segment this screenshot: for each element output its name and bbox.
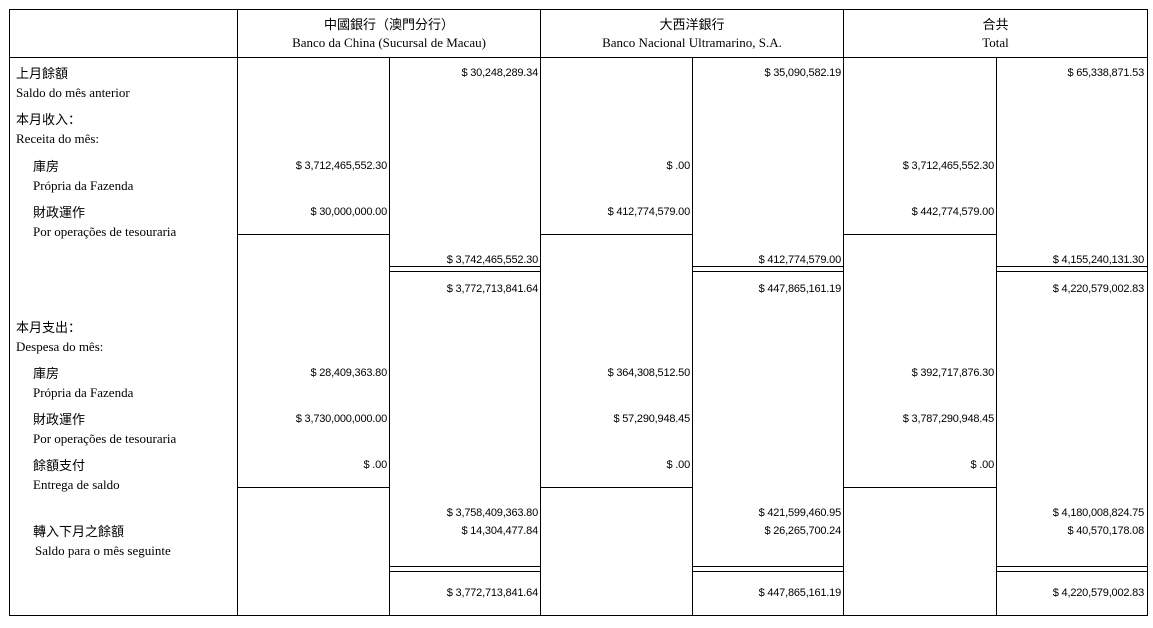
row-label-pt: Por operações de tesouraria [33, 224, 177, 239]
amount-cell: $ 3,758,409,363.80 [446, 507, 538, 519]
amount-cell: $ .00 [363, 459, 388, 471]
amount-cell: $ 4,155,240,131.30 [1052, 254, 1144, 266]
amount-cell: $ 412,774,579.00 [607, 206, 691, 218]
header-total: 合共 Total [844, 16, 1147, 52]
row-label-zh: 餘額支付 [33, 458, 86, 473]
horizontal-rule [389, 266, 540, 267]
amount-cell: $ 57,290,948.45 [613, 413, 690, 425]
amount-cell: $ 3,787,290,948.45 [902, 413, 994, 425]
header-bnu: 大西洋銀行 Banco Nacional Ultramarino, S.A. [541, 16, 843, 52]
amount-cell: $ .00 [666, 459, 691, 471]
vertical-rule [237, 9, 238, 615]
row-label-zh: 上月餘額 [16, 66, 69, 81]
horizontal-rule [9, 57, 1147, 58]
horizontal-rule [389, 571, 540, 572]
row-label: 庫房 Própria da Fazenda [33, 364, 133, 402]
row-label-pt: Receita do mês: [16, 131, 100, 146]
row-label-zh: 本月收入： [16, 112, 82, 127]
horizontal-rule [692, 566, 843, 567]
vertical-rule [540, 9, 541, 615]
amount-cell: $ 3,730,000,000.00 [295, 413, 387, 425]
vertical-rule [843, 9, 844, 615]
horizontal-rule [843, 234, 996, 235]
horizontal-rule [237, 487, 389, 488]
vertical-rule [389, 57, 390, 615]
row-label: 本月收入： Receita do mês: [16, 110, 99, 148]
header-pt: Banco Nacional Ultramarino, S.A. [602, 35, 782, 50]
amount-cell: $ 14,304,477.84 [461, 525, 538, 537]
header-zh: 大西洋銀行 [659, 17, 725, 32]
vertical-rule [996, 57, 997, 615]
amount-cell: $ 364,308,512.50 [607, 367, 691, 379]
header-zh: 合共 [982, 17, 1009, 32]
header-pt: Banco da China (Sucursal de Macau) [292, 35, 486, 50]
row-label-zh: 轉入下月之餘額 [33, 524, 125, 539]
row-label-zh: 庫房 [33, 159, 60, 174]
amount-cell: $ 26,265,700.24 [764, 525, 841, 537]
amount-cell: $ 3,772,713,841.64 [446, 283, 538, 295]
amount-cell: $ 3,712,465,552.30 [295, 160, 387, 172]
amount-cell: $ 30,248,289.34 [461, 67, 538, 79]
amount-cell: $ 3,712,465,552.30 [902, 160, 994, 172]
header-zh: 中國銀行（澳門分行） [323, 17, 454, 32]
amount-cell: $ 35,090,582.19 [764, 67, 841, 79]
row-label: 上月餘額 Saldo do mês anterior [16, 64, 130, 102]
amount-cell: $ .00 [970, 459, 995, 471]
horizontal-rule [996, 266, 1147, 267]
amount-cell: $ 28,409,363.80 [310, 367, 387, 379]
horizontal-rule [237, 234, 389, 235]
row-label-pt: Saldo para o mês seguinte [35, 543, 171, 558]
header-pt: Total [982, 35, 1009, 50]
horizontal-rule [540, 234, 692, 235]
horizontal-rule [996, 566, 1147, 567]
vertical-rule [692, 57, 693, 615]
statement-table [9, 9, 1148, 616]
horizontal-rule [996, 271, 1147, 272]
horizontal-rule [692, 571, 843, 572]
amount-cell: $ 4,180,008,824.75 [1052, 507, 1144, 519]
amount-cell: $ 412,774,579.00 [758, 254, 842, 266]
amount-cell: $ 4,220,579,002.83 [1052, 587, 1144, 599]
row-label-zh: 庫房 [33, 366, 60, 381]
row-label-pt: Por operações de tesouraria [33, 431, 177, 446]
row-label: 財政運作 Por operações de tesouraria [33, 203, 176, 241]
row-label: 財政運作 Por operações de tesouraria [33, 410, 176, 448]
horizontal-rule [389, 566, 540, 567]
horizontal-rule [996, 571, 1147, 572]
horizontal-rule [692, 266, 843, 267]
horizontal-rule [389, 271, 540, 272]
header-bank-of-china: 中國銀行（澳門分行） Banco da China (Sucursal de M… [238, 16, 540, 52]
amount-cell: $ 447,865,161.19 [758, 283, 842, 295]
amount-cell: $ 3,772,713,841.64 [446, 587, 538, 599]
horizontal-rule [692, 271, 843, 272]
amount-cell: $ 30,000,000.00 [310, 206, 387, 218]
amount-cell: $ 40,570,178.08 [1067, 525, 1144, 537]
amount-cell: $ 421,599,460.95 [758, 507, 842, 519]
row-label: 庫房 Própria da Fazenda [33, 157, 133, 195]
amount-cell: $ 442,774,579.00 [911, 206, 995, 218]
amount-cell: $ 4,220,579,002.83 [1052, 283, 1144, 295]
row-label-pt: Própria da Fazenda [33, 385, 134, 400]
row-label: 轉入下月之餘額 Saldo para o mês seguinte [33, 522, 171, 560]
row-label-pt: Despesa do mês: [16, 339, 104, 354]
row-label-zh: 財政運作 [33, 412, 86, 427]
row-label-zh: 財政運作 [33, 205, 86, 220]
amount-cell: $ .00 [666, 160, 691, 172]
row-label: 餘額支付 Entrega de saldo [33, 456, 120, 494]
amount-cell: $ 392,717,876.30 [911, 367, 995, 379]
horizontal-rule [540, 487, 692, 488]
row-label-pt: Saldo do mês anterior [16, 85, 130, 100]
row-label-pt: Entrega de saldo [33, 477, 120, 492]
amount-cell: $ 3,742,465,552.30 [446, 254, 538, 266]
amount-cell: $ 65,338,871.53 [1067, 67, 1144, 79]
row-label-pt: Própria da Fazenda [33, 178, 134, 193]
horizontal-rule [843, 487, 996, 488]
amount-cell: $ 447,865,161.19 [758, 587, 842, 599]
row-label: 本月支出： Despesa do mês: [16, 318, 103, 356]
row-label-zh: 本月支出： [16, 320, 82, 335]
